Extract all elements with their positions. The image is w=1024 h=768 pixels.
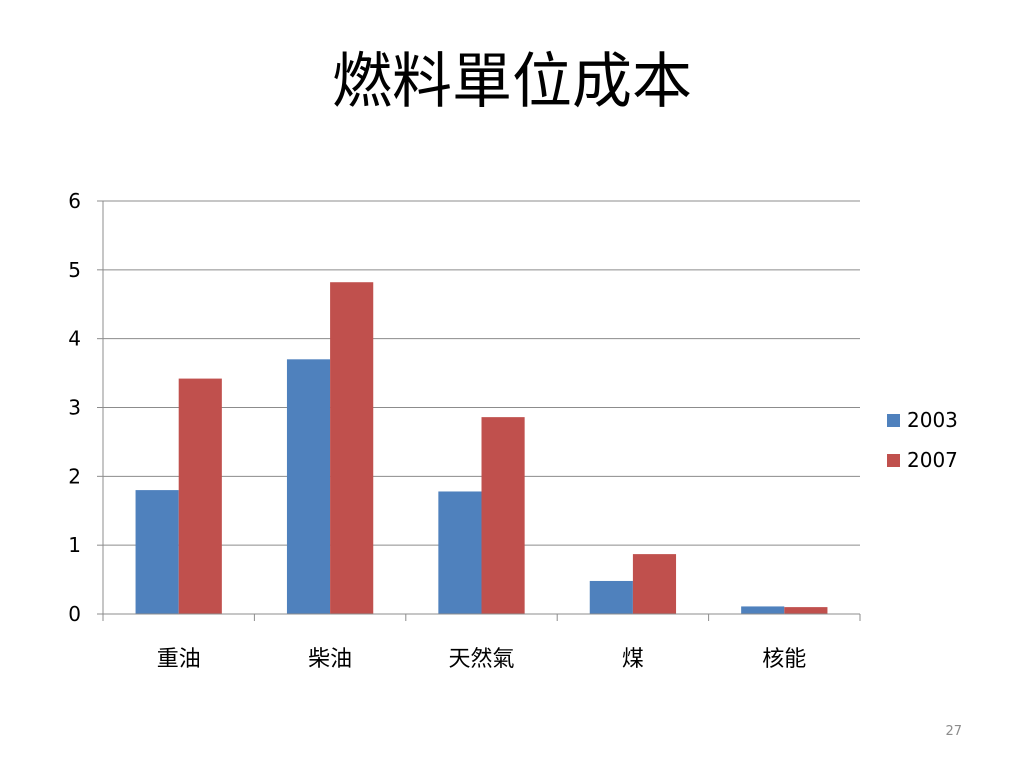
bar-2007-0 [178,378,222,614]
legend-swatch-2007 [887,453,900,467]
slide-title: 燃料單位成本 [332,47,692,117]
chart-legend: 2003 2007 [887,400,958,480]
y-tick-label-3: 3 [68,396,81,420]
legend-label-2003: 2003 [907,408,958,432]
bar-2007-2 [481,417,525,614]
y-tick-label-1: 1 [68,533,81,557]
bar-2003-4 [741,606,785,614]
axis-labels: 0 1 2 3 4 5 6 重油 柴油 天然氣 煤 核能 [68,189,806,672]
legend-swatch-2003 [887,413,900,427]
bar-2003-1 [286,359,331,614]
y-tick-label-0: 0 [68,602,81,626]
x-tick-label-1: 柴油 [308,647,352,672]
y-tick-label-6: 6 [68,189,81,213]
page-number: 27 [945,724,962,739]
y-tick-label-2: 2 [68,464,81,488]
y-tick-label-5: 5 [68,258,81,282]
bars [135,282,828,614]
bar-2003-2 [438,491,482,614]
legend-item-2007: 2007 [887,440,958,480]
bar-2007-3 [632,554,677,614]
bar-2003-0 [135,490,179,614]
x-tick-label-3: 煤 [622,647,644,672]
legend-label-2007: 2007 [907,448,958,472]
bar-2007-4 [784,607,828,614]
x-tick-label-4: 核能 [762,647,806,672]
y-tick-label-4: 4 [68,327,81,351]
bar-2003-3 [589,580,633,614]
bar-2007-1 [330,282,374,614]
axes [97,200,861,621]
legend-item-2003: 2003 [887,400,958,440]
x-tick-label-0: 重油 [157,647,201,672]
x-tick-label-2: 天然氣 [448,647,514,672]
